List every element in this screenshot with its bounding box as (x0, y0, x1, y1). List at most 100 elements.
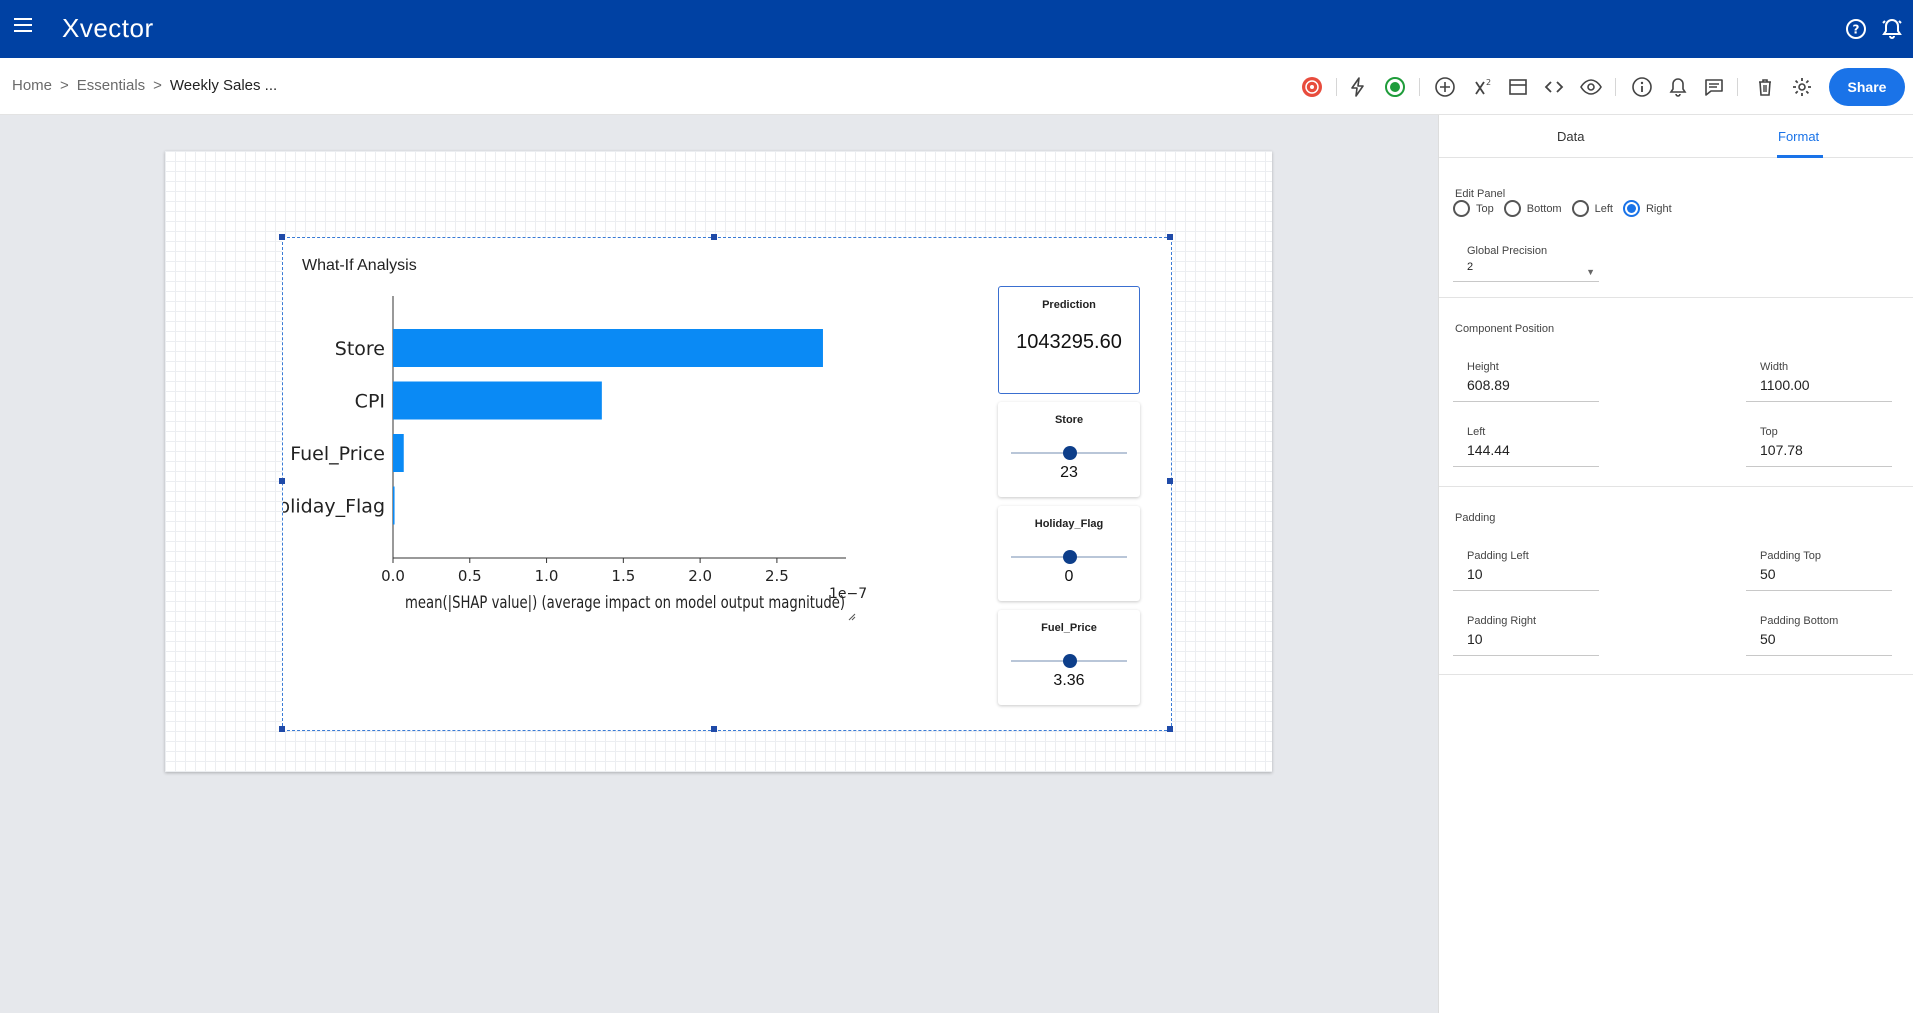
tab-format[interactable]: Format (1778, 129, 1820, 144)
field-value[interactable]: 1100.00 (1760, 377, 1810, 393)
radio-right[interactable]: Right (1622, 200, 1672, 217)
component-position-section: Component Position Height 608.89 Width 1… (1439, 298, 1913, 487)
info-icon[interactable] (1629, 74, 1655, 100)
prediction-card: Prediction 1043295.60 (998, 286, 1140, 394)
field-value[interactable]: 50 (1760, 566, 1776, 582)
what-if-analysis-component[interactable]: What-If Analysis Store CPI Fuel_Price Holid… (279, 234, 1173, 732)
resize-handle-top-left[interactable] (279, 234, 285, 240)
field-label: Padding Top (1760, 550, 1821, 562)
y-tick-label: Fuel_Price (290, 443, 385, 465)
radio-left[interactable]: Left (1571, 200, 1613, 217)
slider-value: 3.36 (1053, 672, 1085, 689)
component-position-label: Component Position (1455, 323, 1555, 335)
code-icon[interactable] (1541, 74, 1567, 100)
field-label: Height (1467, 361, 1499, 373)
radio-label: Top (1476, 202, 1494, 215)
field-label: Padding Bottom (1760, 615, 1839, 627)
radio-circle-selected[interactable] (1622, 200, 1640, 217)
field-label: Global Precision (1467, 245, 1548, 257)
field-value[interactable]: 50 (1760, 631, 1776, 647)
report-page: What-If Analysis Store CPI Fuel_Price Holid… (165, 151, 1272, 772)
editor-toolbar: Home > Essentials > Weekly Sales ... 2 (0, 58, 1913, 115)
formula-icon[interactable]: 2 (1470, 74, 1496, 100)
breadcrumb-separator: > (60, 77, 69, 94)
padding-bottom-field[interactable]: Padding Bottom 50 (1746, 615, 1892, 656)
radio-label: Bottom (1526, 202, 1562, 215)
breadcrumb: Home > Essentials > Weekly Sales ... (12, 77, 277, 94)
comment-icon[interactable] (1701, 74, 1727, 100)
toolbar-divider (1615, 78, 1616, 96)
field-value[interactable]: 144.44 (1467, 442, 1510, 458)
toolbar-divider (1336, 78, 1337, 96)
canvas-area: What-If Analysis Store CPI Fuel_Price Holid… (0, 115, 1438, 1013)
lightning-icon[interactable] (1345, 74, 1371, 100)
edit-panel-radio-group: Top Bottom Left Right (1453, 200, 1682, 217)
resize-handle-top-right[interactable] (1167, 234, 1173, 240)
breadcrumb-essentials[interactable]: Essentials (76, 77, 146, 94)
layout-panel-icon[interactable] (1505, 74, 1531, 100)
resize-handle-bottom[interactable] (711, 726, 717, 732)
y-tick-label: Holiday_Flag (283, 496, 385, 518)
radio-bottom[interactable]: Bottom (1503, 200, 1562, 217)
breadcrumb-home[interactable]: Home (12, 77, 53, 94)
top-field[interactable]: Top 107.78 (1746, 426, 1892, 467)
radio-circle[interactable] (1571, 200, 1589, 217)
slider-value: 23 (1060, 464, 1078, 481)
field-value[interactable]: 10 (1467, 566, 1483, 582)
holiday-flag-slider[interactable] (1011, 550, 1127, 564)
slider-label: Store (1054, 414, 1084, 426)
add-circle-icon[interactable] (1432, 74, 1458, 100)
store-slider[interactable] (1011, 446, 1127, 460)
width-field[interactable]: Width 1100.00 (1746, 361, 1892, 402)
left-field[interactable]: Left 144.44 (1453, 426, 1599, 467)
tab-data[interactable]: Data (1557, 129, 1585, 144)
x-tick-label: 0.0 (381, 567, 405, 585)
slider-card-fuel-price: Fuel_Price 3.36 (998, 610, 1140, 705)
bar-store (393, 329, 823, 367)
x-axis-scale-note: 1e−7 (829, 586, 867, 602)
height-field[interactable]: Height 608.89 (1453, 361, 1599, 402)
app-logo[interactable]: Xvector (62, 13, 154, 43)
resize-handle-top[interactable] (711, 234, 717, 240)
hamburger-menu-icon[interactable] (14, 18, 32, 34)
resize-handle-right[interactable] (1167, 478, 1173, 484)
padding-left-field[interactable]: Padding Left 10 (1453, 550, 1599, 591)
status-alert-icon[interactable] (1299, 74, 1325, 100)
help-icon[interactable]: ? (1844, 17, 1868, 41)
fuel-price-slider[interactable] (1011, 654, 1127, 668)
field-value[interactable]: 10 (1467, 631, 1483, 647)
alert-bell-icon[interactable] (1665, 74, 1691, 100)
panel-tabs: Data Format (1439, 115, 1913, 158)
bar-fuel-price (393, 434, 404, 472)
x-tick-label: 1.5 (611, 567, 635, 585)
preview-eye-icon[interactable] (1578, 74, 1604, 100)
settings-gear-icon[interactable] (1789, 74, 1815, 100)
radio-top[interactable]: Top (1453, 200, 1494, 217)
padding-right-field[interactable]: Padding Right 10 (1453, 615, 1599, 656)
share-button[interactable]: Share (1829, 68, 1905, 106)
svg-text:?: ? (1853, 23, 1860, 37)
radio-circle[interactable] (1453, 200, 1470, 217)
field-value[interactable]: 107.78 (1760, 442, 1803, 458)
radio-circle[interactable] (1503, 200, 1521, 217)
y-tick-label: Store (335, 338, 385, 360)
padding-top-field[interactable]: Padding Top 50 (1746, 550, 1892, 591)
field-label: Top (1760, 426, 1778, 438)
slider-label: Holiday_Flag (1034, 518, 1104, 530)
live-status-icon[interactable] (1382, 74, 1408, 100)
breadcrumb-current-page: Weekly Sales ... (169, 77, 278, 94)
resize-handle-left[interactable] (279, 478, 285, 484)
notification-bell-icon[interactable] (1880, 17, 1904, 41)
resize-handle-bottom-right[interactable] (1167, 726, 1173, 732)
y-tick-label: CPI (355, 391, 385, 413)
x-axis-label: mean(|SHAP value|) (average impact on mo… (405, 593, 845, 613)
resize-handle-bottom-left[interactable] (279, 726, 285, 732)
slider-thumb[interactable] (1063, 550, 1077, 564)
slider-thumb[interactable] (1063, 654, 1077, 668)
x-tick-label: 2.5 (765, 567, 789, 585)
field-value[interactable]: 608.89 (1467, 377, 1510, 393)
global-precision-select[interactable]: Global Precision 2 ▼ (1453, 245, 1599, 282)
resize-grip-icon (848, 613, 856, 621)
slider-thumb[interactable] (1063, 446, 1077, 460)
delete-trash-icon[interactable] (1752, 74, 1778, 100)
